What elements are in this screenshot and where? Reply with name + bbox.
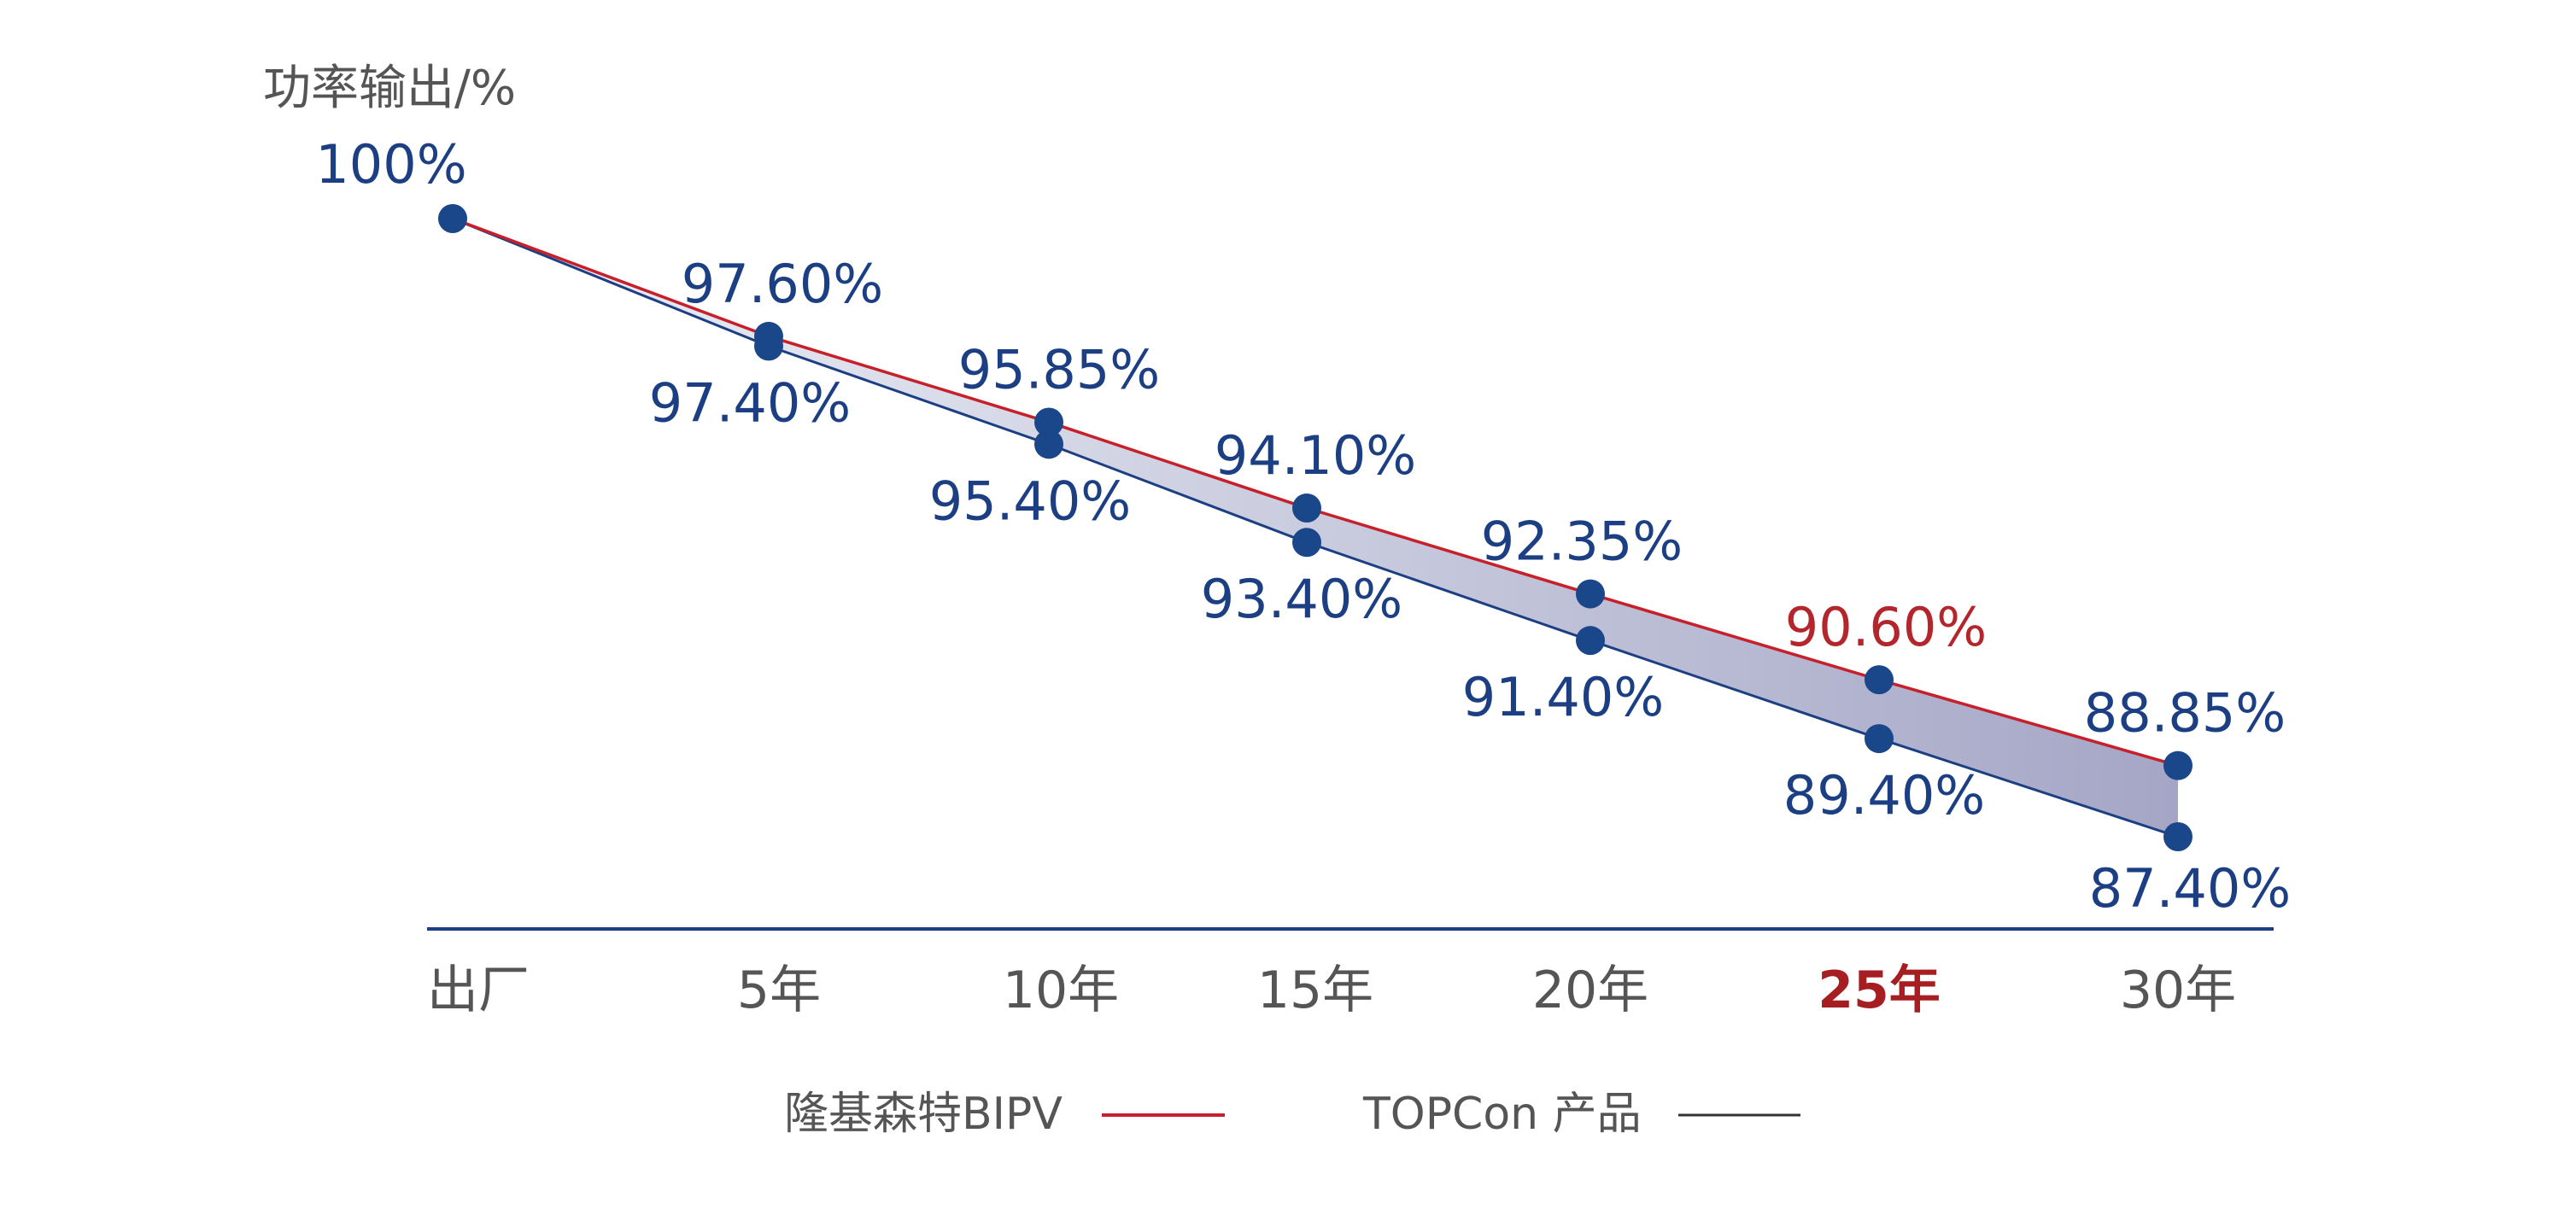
marker-bipv [1292, 494, 1321, 523]
value-label-topcon: 87.40% [2089, 857, 2291, 920]
legend-label-topcon: TOPCon 产品 [1362, 1089, 1642, 1140]
value-label-bipv: 97.60% [682, 253, 883, 315]
x-tick-label: 10年 [1003, 961, 1119, 1020]
marker-bipv [1865, 665, 1894, 695]
x-axis-ticks: 出厂 5年 10年 15年 20年 25年 30年 [427, 961, 2236, 1020]
series-markers [438, 204, 2193, 851]
value-label-bipv: 94.10% [1215, 424, 1416, 487]
value-label-bipv: 95.85% [958, 338, 1160, 400]
value-label-bipv: 88.85% [2084, 682, 2286, 745]
y-axis-label: 功率输出/% [263, 61, 516, 116]
x-tick-label: 5年 [737, 961, 821, 1020]
value-label-topcon: 89.40% [1783, 764, 1985, 826]
marker-topcon [1576, 626, 1605, 656]
marker-topcon [2163, 822, 2193, 851]
x-tick-label: 出厂 [427, 961, 530, 1020]
x-tick-label: 30年 [2120, 961, 2236, 1020]
x-tick-label: 25年 [1818, 961, 1941, 1020]
value-label-topcon: 97.40% [649, 371, 851, 434]
marker-bipv [2163, 751, 2193, 780]
value-label-bipv: 100% [315, 133, 466, 196]
value-label-topcon: 93.40% [1201, 568, 1402, 630]
marker-topcon [1292, 528, 1321, 558]
value-label-topcon: 95.40% [929, 470, 1131, 532]
marker-bipv [1034, 407, 1063, 437]
marker-topcon [1034, 429, 1063, 459]
legend: 隆基森特BIPV TOPCon 产品 [784, 1089, 1800, 1140]
value-label-topcon: 91.40% [1462, 666, 1664, 728]
value-label-bipv: 90.60% [1785, 596, 1987, 658]
value-labels: 100% 97.60% 95.85% 94.10% 92.35% 90.60% 88.85%… [315, 133, 2291, 920]
marker-topcon [754, 331, 783, 361]
x-tick-label: 15年 [1257, 961, 1373, 1020]
marker-topcon [1865, 724, 1894, 754]
marker-bipv [1576, 579, 1605, 609]
legend-label-bipv: 隆基森特BIPV [784, 1089, 1063, 1140]
marker-bipv [438, 204, 467, 233]
value-label-bipv: 92.35% [1481, 511, 1683, 573]
x-tick-label: 20年 [1532, 961, 1648, 1020]
